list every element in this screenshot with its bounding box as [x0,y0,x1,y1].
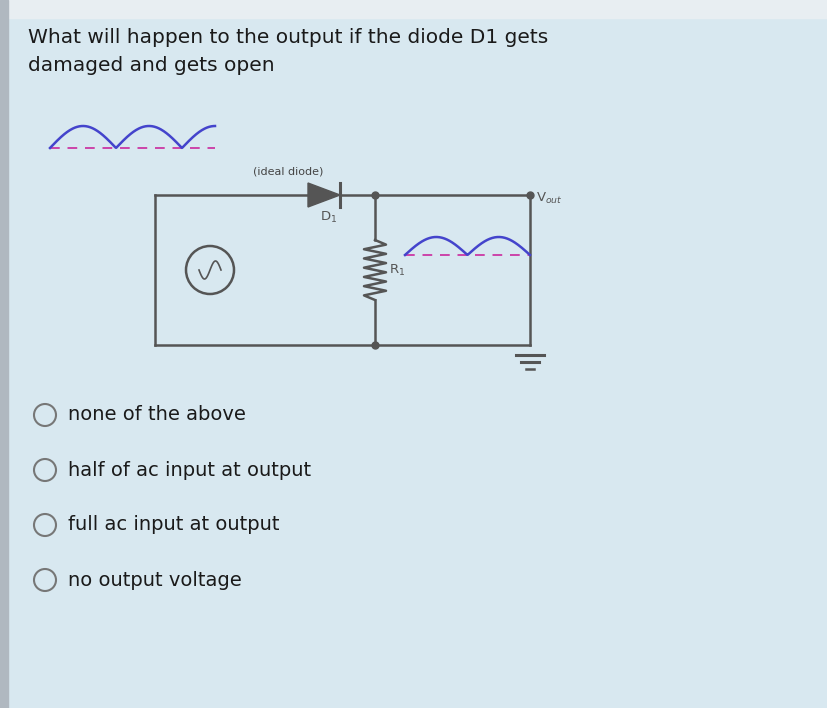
Text: V$_{out}$: V$_{out}$ [535,191,562,206]
Text: none of the above: none of the above [68,406,246,425]
Bar [0,0,8,708]
Bar [0,0,827,18]
Text: full ac input at output: full ac input at output [68,515,280,535]
Text: damaged and gets open: damaged and gets open [28,56,275,75]
Text: What will happen to the output if the diode D1 gets: What will happen to the output if the di… [28,28,547,47]
Text: half of ac input at output: half of ac input at output [68,460,311,479]
Text: no output voltage: no output voltage [68,571,241,590]
Polygon shape [308,183,340,207]
Text: D$_1$: D$_1$ [319,210,337,225]
Text: (ideal diode): (ideal diode) [253,166,323,176]
Text: R$_1$: R$_1$ [389,263,405,278]
